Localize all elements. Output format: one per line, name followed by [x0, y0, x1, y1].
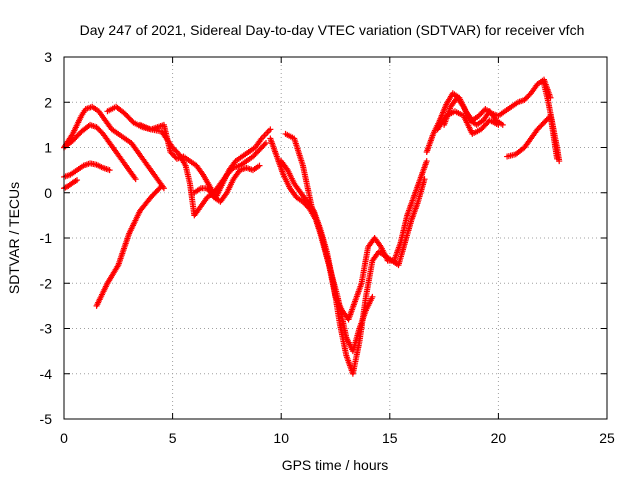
data-point — [132, 176, 139, 183]
x-tick-label: 10 — [273, 430, 289, 446]
plot-frame — [63, 56, 608, 420]
data-series-5 — [93, 182, 165, 309]
data-point — [477, 111, 484, 118]
data-point — [96, 126, 103, 133]
x-tick-label: 0 — [60, 430, 68, 446]
data-point — [538, 122, 545, 129]
data-point — [249, 153, 256, 160]
data-point — [421, 176, 428, 183]
y-tick-label: -4 — [40, 366, 53, 382]
data-point — [167, 149, 174, 156]
data-series-8 — [191, 162, 263, 205]
x-tick-label: 15 — [382, 430, 398, 446]
data-point — [522, 95, 529, 102]
y-tick-label: 1 — [44, 140, 52, 156]
data-point — [521, 96, 528, 103]
data-series-16 — [541, 81, 563, 165]
data-point — [94, 125, 101, 132]
data-point — [253, 149, 260, 156]
data-point — [256, 146, 263, 153]
data-point — [261, 141, 268, 148]
data-point — [158, 182, 165, 189]
data-point — [251, 152, 258, 159]
data-point — [171, 153, 178, 160]
x-tick-label: 25 — [599, 430, 615, 446]
data-points — [61, 76, 563, 377]
y-tick-label: -3 — [40, 321, 53, 337]
data-point — [525, 92, 532, 99]
y-tick-label: -1 — [40, 230, 53, 246]
data-series-11 — [282, 130, 376, 355]
data-point — [252, 150, 259, 157]
data-point — [168, 150, 175, 157]
data-point — [369, 293, 376, 300]
y-tick-label: -2 — [40, 275, 53, 291]
data-point — [170, 145, 177, 152]
data-point — [539, 120, 546, 127]
data-point — [170, 151, 177, 158]
data-series-14 — [434, 108, 502, 137]
data-point — [478, 110, 485, 117]
data-point — [524, 94, 531, 101]
data-point — [74, 177, 81, 184]
data-point — [259, 144, 266, 151]
data-series-4 — [61, 103, 167, 192]
data-point — [479, 108, 486, 115]
data-point — [544, 115, 551, 122]
data-point — [225, 170, 232, 177]
data-point — [542, 118, 549, 125]
data-point — [93, 124, 100, 131]
data-point — [106, 167, 113, 174]
data-point — [227, 167, 234, 174]
data-point — [534, 126, 541, 133]
data-point — [255, 148, 262, 155]
data-point — [475, 112, 482, 119]
data-point — [169, 144, 176, 151]
grid-lines — [64, 57, 607, 419]
x-tick-label: 5 — [169, 430, 177, 446]
data-point — [173, 148, 180, 155]
y-tick-label: -5 — [40, 411, 53, 427]
data-point — [541, 119, 548, 126]
y-axis-label: SDTVAR / TECUs — [6, 182, 22, 294]
data-point — [267, 126, 274, 133]
y-axis-ticks: -5 -4 -3 -2 -1 0 1 2 3 — [40, 49, 607, 427]
chart-title: Day 247 of 2021, Sidereal Day-to-day VTE… — [80, 22, 585, 38]
y-tick-label: 2 — [44, 94, 52, 110]
data-point — [260, 142, 267, 149]
data-series-3 — [61, 121, 139, 183]
data-point — [97, 128, 104, 135]
x-axis-label: GPS time / hours — [282, 457, 389, 473]
x-tick-label: 20 — [491, 430, 507, 446]
data-point — [423, 158, 430, 165]
data-point — [226, 168, 233, 175]
data-point — [556, 158, 563, 165]
data-series-7 — [137, 121, 269, 219]
y-tick-label: 0 — [44, 185, 52, 201]
data-point — [157, 184, 164, 191]
data-series-13 — [441, 94, 506, 128]
data-point — [172, 147, 179, 154]
x-axis-ticks: 0 5 10 15 20 25 — [60, 57, 615, 446]
data-point — [257, 145, 264, 152]
data-series-1 — [61, 160, 113, 180]
data-point — [262, 139, 269, 146]
data-point — [547, 94, 554, 101]
data-point — [256, 162, 263, 169]
y-tick-label: 3 — [44, 49, 52, 65]
data-point — [535, 125, 542, 132]
data-point — [223, 171, 230, 178]
data-point — [537, 123, 544, 130]
data-series-9 — [267, 135, 430, 323]
data-point — [495, 121, 502, 128]
